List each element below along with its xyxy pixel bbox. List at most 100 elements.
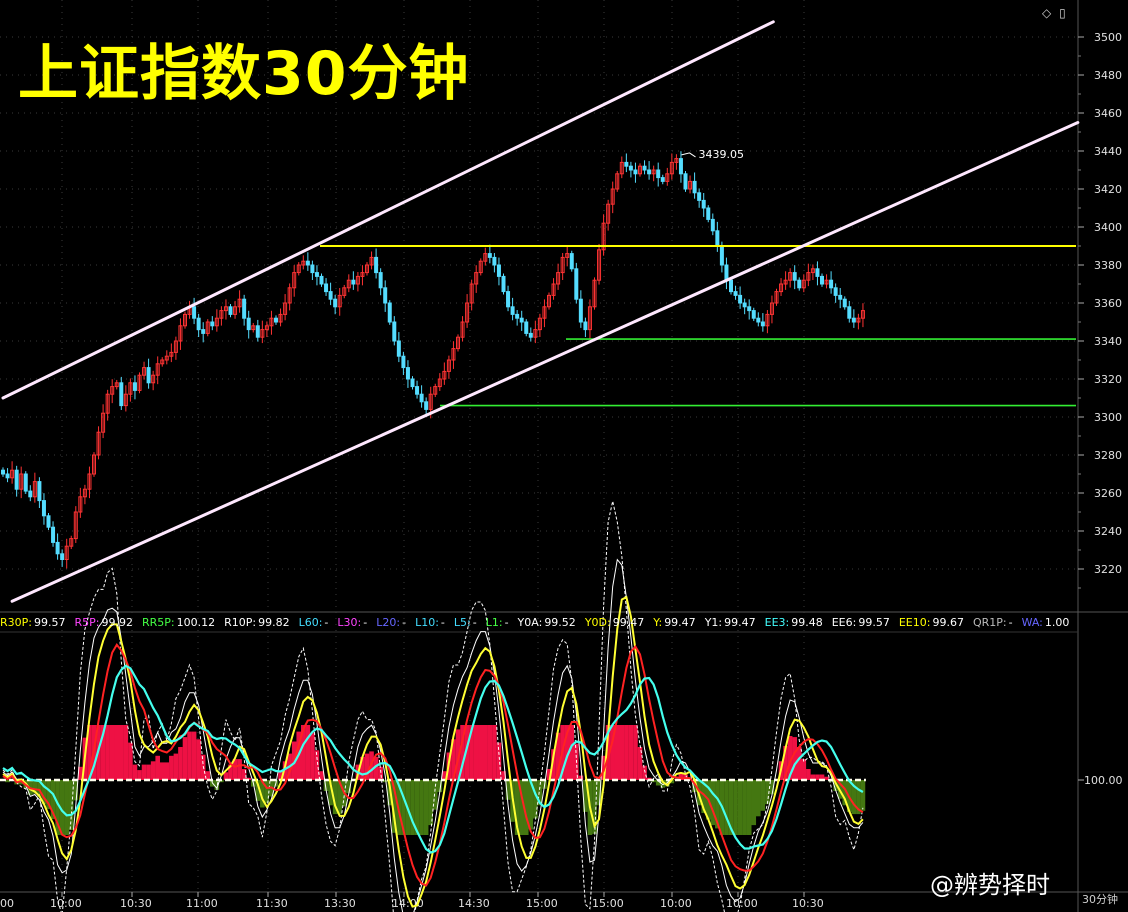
candle-body [647, 169, 652, 175]
osc-histogram-bar [155, 755, 160, 780]
candle-body [96, 431, 101, 456]
candle-body [55, 541, 60, 555]
osc-histogram-bar [437, 780, 443, 793]
osc-histogram-bar [756, 780, 761, 817]
channel-line [1, 20, 775, 400]
osc-histogram-bar [323, 780, 329, 791]
candle-body [442, 370, 447, 380]
osc-histogram-bar [592, 780, 597, 834]
osc-histogram-bar [851, 780, 857, 815]
indicator-value-3: R10P: 99.82 [224, 616, 289, 629]
candle-body [19, 473, 24, 490]
osc-histogram-bar [78, 766, 83, 780]
osc-histogram-bar [628, 725, 634, 780]
candle-body [542, 306, 547, 319]
osc-histogram-bar [46, 780, 51, 810]
candle-body [779, 283, 784, 293]
osc-histogram-bar [678, 773, 684, 780]
candle-body [160, 359, 165, 365]
indicator-number: 99.67 [932, 616, 964, 629]
candle-body [797, 279, 802, 289]
osc-histogram-bar [87, 725, 92, 780]
candle-body [738, 294, 743, 304]
osc-histogram-bar [578, 775, 584, 780]
indicator-label: Y0A: [517, 616, 543, 629]
osc-histogram-bar [360, 756, 365, 780]
indicator-label: QR1P: [972, 616, 1007, 629]
candle-body [619, 161, 624, 175]
candle-body [856, 317, 861, 323]
candle-body [178, 325, 183, 342]
candle-body [264, 325, 269, 331]
candle-body [433, 386, 438, 395]
chart-title: 上证指数30分钟 [18, 39, 470, 109]
osc-histogram-bar [860, 780, 866, 811]
osc-histogram-bar [642, 765, 647, 780]
indicator-number: 99.52 [544, 616, 576, 629]
time-tick-label: 10:30 [792, 897, 824, 910]
candle-body [82, 488, 87, 498]
candle-body [92, 454, 96, 475]
osc-histogram-bar [337, 780, 342, 815]
osc-histogram-bar [555, 732, 561, 780]
candle-body [237, 298, 242, 308]
indicator-value-8: L5: - [454, 616, 477, 629]
osc-histogram-bar [710, 780, 716, 826]
candle-body [860, 310, 865, 319]
indicator-label: R5P: [74, 616, 100, 629]
candle-body [515, 313, 520, 319]
indicator-number: - [504, 616, 509, 629]
osc-histogram-bar [473, 725, 479, 780]
candle-body [742, 302, 747, 308]
candle-body [428, 393, 433, 410]
osc-histogram-bar [583, 780, 588, 812]
indicator-number: - [472, 616, 477, 629]
osc-histogram-bar [332, 780, 338, 815]
osc-histogram-bar [237, 759, 242, 780]
osc-histogram-bar [114, 725, 120, 780]
osc-histogram-bar [419, 780, 424, 835]
candle-body [638, 165, 642, 175]
osc-histogram-bar [483, 725, 488, 780]
candle-body [146, 367, 151, 384]
candle-body [10, 469, 15, 479]
osc-histogram-bar [178, 747, 183, 780]
candle-body [346, 279, 351, 289]
corner-controls[interactable]: ◇ ▯ [1042, 6, 1070, 20]
candle-body [333, 298, 338, 308]
price-tick-label: 3280 [1094, 449, 1122, 462]
candle-body [615, 173, 620, 190]
osc-histogram-bar [41, 780, 47, 805]
candle-body [5, 473, 10, 479]
candle-body [847, 306, 852, 319]
indicator-label: L30: [337, 616, 362, 629]
candle-body [378, 272, 383, 289]
candle-body [37, 481, 42, 502]
candle-body [41, 500, 46, 517]
candle-body [519, 317, 524, 323]
candle-body [537, 317, 542, 331]
candle-body [788, 272, 793, 281]
candle-body [815, 268, 820, 277]
osc-histogram-bar [783, 745, 788, 780]
candle-body [314, 272, 319, 277]
candle-body [688, 180, 693, 190]
indicator-label: Y: [653, 616, 663, 629]
candle-body [565, 253, 570, 258]
candle-body [496, 264, 501, 277]
candle-body [173, 340, 178, 353]
candle-body [32, 481, 37, 498]
candle-body [469, 283, 474, 304]
indicator-number: 99.82 [258, 616, 290, 629]
osc-histogram-bar [487, 725, 493, 780]
candle-body [751, 310, 756, 319]
osc-histogram-bar [856, 780, 861, 815]
osc-histogram-bar [191, 731, 197, 780]
diamond-icon[interactable]: ◇ [1042, 6, 1052, 20]
indicator-value-12: Y: 99.47 [653, 616, 695, 629]
candle-body [23, 473, 28, 492]
osc-histogram-bar [787, 736, 793, 780]
window-icon[interactable]: ▯ [1059, 6, 1066, 20]
candle-body [383, 287, 388, 304]
